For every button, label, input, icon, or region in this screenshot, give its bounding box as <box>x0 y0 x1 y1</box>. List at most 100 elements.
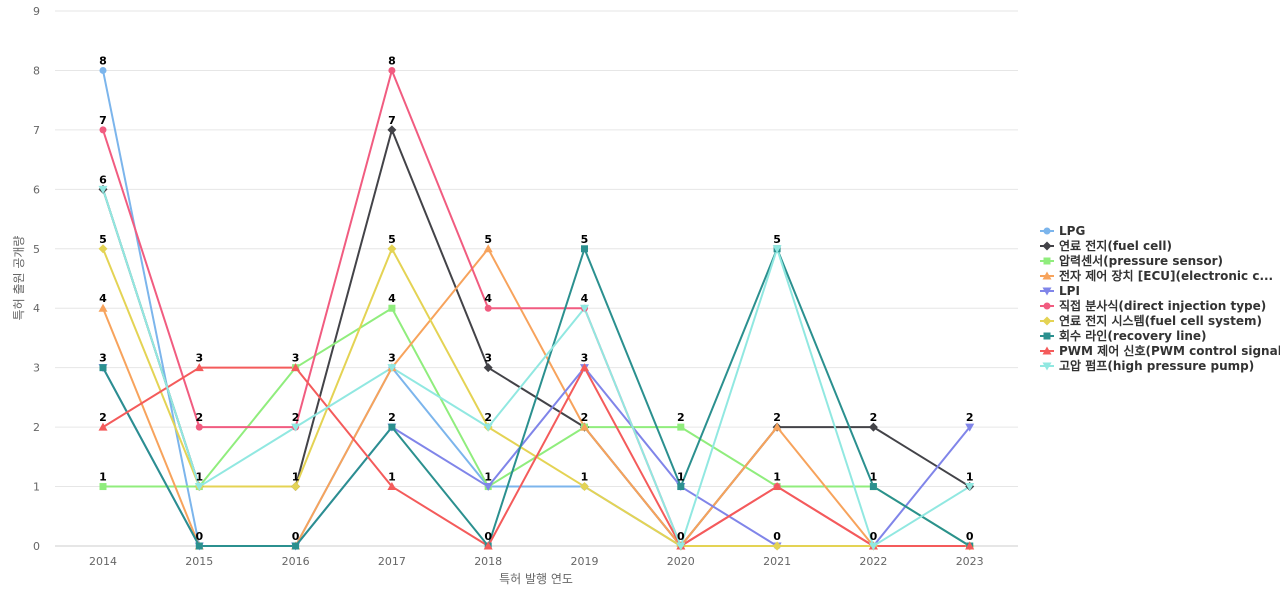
legend-marker <box>1042 287 1052 296</box>
data-point-marker <box>98 422 108 431</box>
data-label: 1 <box>870 471 878 484</box>
data-label: 2 <box>388 411 396 424</box>
data-label: 0 <box>484 530 492 543</box>
legend-marker <box>1042 241 1052 251</box>
data-point-marker <box>483 363 493 373</box>
data-point-marker <box>99 126 107 134</box>
data-point-marker <box>291 363 301 372</box>
x-tick-label: 2017 <box>378 555 406 568</box>
x-tick-label: 2023 <box>956 555 984 568</box>
data-label: 1 <box>99 471 107 484</box>
legend-item[interactable]: 고압 펌프(high pressure pump) <box>1040 358 1254 373</box>
data-label: 1 <box>292 471 300 484</box>
data-label: 2 <box>581 411 589 424</box>
data-label: 2 <box>677 411 685 424</box>
data-point-marker <box>388 423 396 431</box>
data-point-marker <box>387 244 397 254</box>
legend-item[interactable]: 전자 제어 장치 [ECU](electronic c... <box>1040 268 1273 283</box>
data-label: 2 <box>773 411 781 424</box>
legend-marker <box>1043 302 1051 310</box>
data-label: 5 <box>99 233 107 246</box>
data-point-marker <box>772 422 782 431</box>
data-point-marker <box>580 363 589 372</box>
series-line-7 <box>102 247 971 547</box>
x-tick-label: 2016 <box>282 555 310 568</box>
legend-item[interactable]: 직접 분사식(direct injection type) <box>1040 298 1266 313</box>
data-label: 3 <box>292 352 300 365</box>
grid-lines <box>55 10 1018 547</box>
data-label: 0 <box>773 530 781 543</box>
x-tick-label: 2014 <box>89 555 117 568</box>
data-point-marker <box>387 125 397 135</box>
y-tick-label: 7 <box>33 124 40 137</box>
data-label: 1 <box>195 471 203 484</box>
data-label: 5 <box>581 233 589 246</box>
data-label: 2 <box>870 411 878 424</box>
legend-label: 고압 펌프(high pressure pump) <box>1059 358 1254 373</box>
data-point-marker <box>194 363 204 372</box>
data-label: 2 <box>292 411 300 424</box>
y-axis-title: 특허 출원 공개량 <box>12 236 26 321</box>
x-axis-title: 특허 발행 연도 <box>499 571 573 586</box>
data-point-marker <box>772 245 782 254</box>
legend-label: LPG <box>1059 224 1085 238</box>
data-label: 3 <box>195 352 203 365</box>
data-label: 2 <box>99 411 107 424</box>
legend-marker <box>1043 257 1051 265</box>
data-point-marker <box>292 542 300 550</box>
data-point-marker <box>388 66 396 74</box>
data-label: 3 <box>99 352 107 365</box>
legend-label: 회수 라인(recovery line) <box>1059 328 1207 343</box>
x-tick-label: 2019 <box>571 555 599 568</box>
legend-item[interactable]: LPI <box>1040 284 1080 298</box>
data-point-marker <box>677 483 685 491</box>
series-line-8 <box>102 366 970 547</box>
legend-item[interactable]: 연료 전지(fuel cell) <box>1040 238 1172 253</box>
y-tick-label: 1 <box>33 481 40 494</box>
legend-item[interactable]: 회수 라인(recovery line) <box>1040 328 1207 343</box>
data-label: 1 <box>581 471 589 484</box>
data-label: 3 <box>581 352 589 365</box>
legend-label: 전자 제어 장치 [ECU](electronic c... <box>1059 268 1273 283</box>
data-label: 1 <box>677 471 685 484</box>
legend-label: LPI <box>1059 284 1080 298</box>
legend-item[interactable]: LPG <box>1040 224 1085 238</box>
legend-marker <box>1043 332 1051 340</box>
data-point-marker <box>194 483 204 492</box>
data-label: 1 <box>388 471 396 484</box>
data-label: 1 <box>966 471 974 484</box>
legend-label: 연료 전지(fuel cell) <box>1059 238 1172 253</box>
data-label: 7 <box>99 114 107 127</box>
legend-item[interactable]: PWM 제어 신호(PWM control signal) <box>1040 343 1280 358</box>
data-point-marker <box>772 541 782 551</box>
legend-marker <box>1042 346 1052 355</box>
data-point-marker <box>98 303 108 312</box>
data-point-marker <box>291 482 301 492</box>
data-label: 2 <box>195 411 203 424</box>
data-label: 6 <box>99 173 107 186</box>
data-label: 3 <box>388 352 396 365</box>
x-tick-label: 2018 <box>474 555 502 568</box>
legend-label: 연료 전지 시스템(fuel cell system) <box>1059 313 1262 328</box>
data-point-marker <box>387 482 397 491</box>
data-label: 7 <box>388 114 396 127</box>
data-point-marker <box>98 244 108 254</box>
y-tick-label: 5 <box>33 243 40 256</box>
data-point-marker <box>98 185 108 194</box>
legend-label: 직접 분사식(direct injection type) <box>1059 298 1266 313</box>
data-point-marker <box>677 423 685 431</box>
data-point-marker <box>483 483 493 492</box>
data-point-marker <box>965 541 975 550</box>
legend-item[interactable]: 압력센서(pressure sensor) <box>1040 253 1223 268</box>
legend-item[interactable]: 연료 전지 시스템(fuel cell system) <box>1040 313 1262 328</box>
data-label: 0 <box>195 530 203 543</box>
y-tick-label: 6 <box>33 183 40 196</box>
legend-marker <box>1042 362 1052 371</box>
data-label: 0 <box>677 530 685 543</box>
data-point-marker <box>965 423 975 432</box>
data-point-marker <box>484 304 492 312</box>
x-tick-label: 2021 <box>763 555 791 568</box>
data-label: 2 <box>966 411 974 424</box>
data-label: 4 <box>581 292 589 305</box>
